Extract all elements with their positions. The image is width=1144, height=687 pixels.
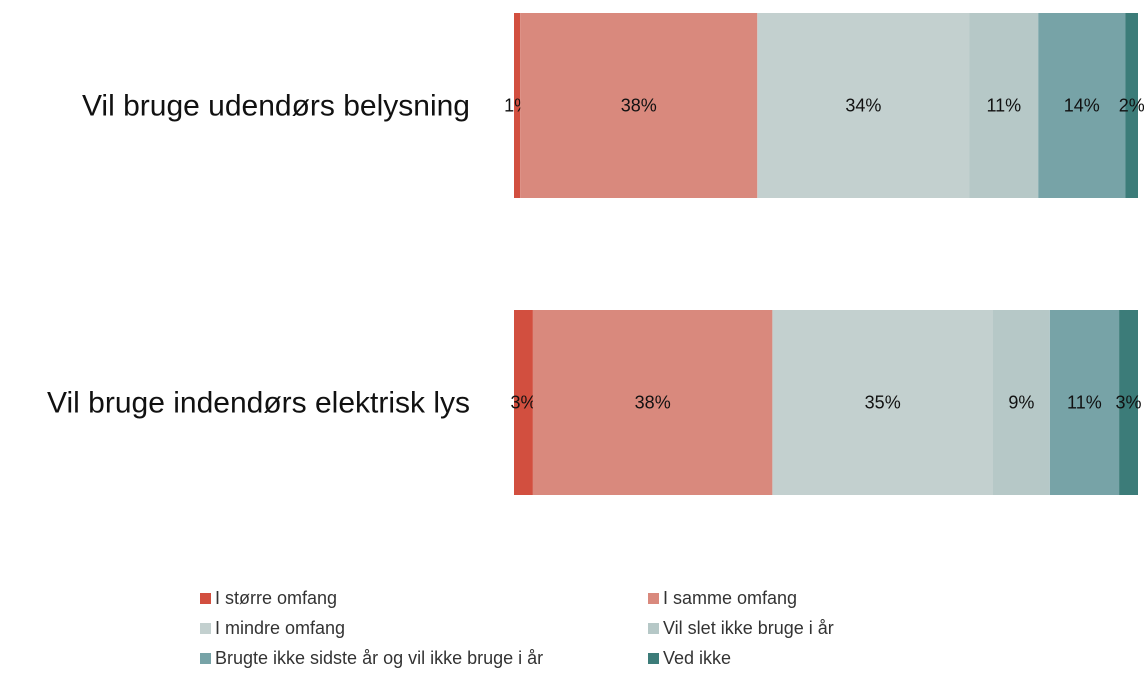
data-label: 38% bbox=[635, 393, 671, 413]
data-label: 38% bbox=[621, 96, 657, 116]
bar-segment bbox=[1125, 13, 1138, 198]
bar-segment bbox=[514, 13, 521, 198]
bar-segment bbox=[969, 13, 1039, 198]
category-label: Vil bruge udendørs belysning bbox=[82, 90, 470, 123]
data-label: 11% bbox=[986, 96, 1021, 116]
legend-label: I større omfang bbox=[215, 588, 338, 608]
data-label: 34% bbox=[845, 96, 881, 116]
data-label: 35% bbox=[865, 393, 901, 413]
bar-segment bbox=[520, 13, 758, 198]
legend: I større omfang I samme omfang I mindre om… bbox=[200, 588, 960, 668]
data-label: 11% bbox=[1067, 393, 1102, 413]
data-label: 3% bbox=[510, 393, 536, 413]
legend-label: Brugte ikke sidste år og vil ikke bruge … bbox=[215, 648, 544, 668]
data-label: 9% bbox=[1008, 393, 1034, 413]
category-label: Vil bruge indendørs elektrisk lys bbox=[47, 387, 470, 420]
legend-label: Vil slet ikke bruge i år bbox=[663, 618, 834, 638]
legend-label: Ved ikke bbox=[663, 648, 732, 668]
data-label: 3% bbox=[1115, 393, 1141, 413]
legend-item: I større omfang bbox=[200, 588, 648, 608]
bar-segment bbox=[993, 310, 1050, 495]
bar-segment bbox=[514, 310, 533, 495]
legend-swatch bbox=[200, 652, 211, 664]
legend-item: I samme omfang bbox=[648, 588, 948, 608]
legend-item: Brugte ikke sidste år og vil ikke bruge … bbox=[200, 648, 648, 668]
stacked-bar-chart: Vil bruge udendørs belysning 1% 38% 34% 11% 1… bbox=[47, 13, 1144, 495]
bar-segment bbox=[532, 310, 773, 495]
legend-item: Vil slet ikke bruge i år bbox=[648, 618, 948, 638]
bar-segment bbox=[1038, 13, 1126, 198]
legend-swatch bbox=[648, 622, 659, 634]
bar-segment bbox=[1049, 310, 1120, 495]
legend-item: Ved ikke bbox=[648, 648, 948, 668]
legend-swatch bbox=[200, 622, 211, 634]
legend-label: I mindre omfang bbox=[215, 618, 346, 638]
legend-swatch bbox=[648, 652, 659, 664]
data-label: 14% bbox=[1064, 96, 1100, 116]
legend-swatch bbox=[200, 592, 211, 604]
legend-label: I samme omfang bbox=[663, 588, 798, 608]
bar-segment bbox=[1119, 310, 1138, 495]
legend-item: I mindre omfang bbox=[200, 618, 648, 638]
bar-segment bbox=[772, 310, 993, 495]
data-label: 2% bbox=[1119, 96, 1144, 116]
legend-swatch bbox=[648, 592, 659, 604]
bar-segment bbox=[757, 13, 970, 198]
